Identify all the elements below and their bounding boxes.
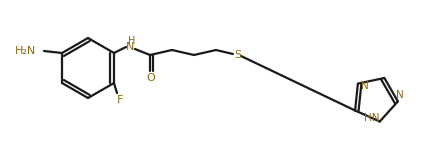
Text: HN: HN bbox=[364, 113, 379, 124]
Text: F: F bbox=[117, 95, 123, 105]
Text: N: N bbox=[361, 81, 369, 91]
Text: H₂N: H₂N bbox=[15, 46, 36, 56]
Text: N: N bbox=[396, 90, 404, 100]
Text: S: S bbox=[235, 50, 242, 60]
Text: H: H bbox=[128, 36, 136, 46]
Text: N: N bbox=[126, 42, 134, 52]
Text: O: O bbox=[146, 73, 155, 83]
